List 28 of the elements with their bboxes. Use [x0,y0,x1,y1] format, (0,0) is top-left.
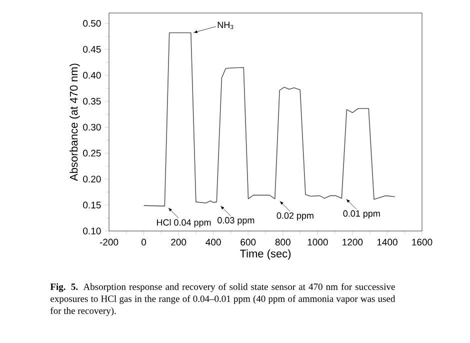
y-tick-label: 0.40 [83,72,101,79]
x-tick-label: 800 [275,238,290,246]
y-tick-label: 0.30 [83,124,101,131]
annotation: HCl 0.04 ppm [157,219,211,228]
y-tick-label: 0.45 [83,46,101,53]
y-tick-label: 0.35 [83,98,101,105]
x-tick-label: -200 [100,238,118,246]
x-tick-label: 1600 [412,238,432,246]
text: Fig. 5. Absorption response and recovery of solid state sensor at 470 nm for successive exposures to HCl gas in the range of 0.04–0.01 ppm (40 ppm of ammonia vapor was used for the recovery). [50,283,396,316]
annotation: 0.01 ppm [343,210,380,218]
y-tick-label: 0.20 [83,176,101,182]
x-tick-label: 200 [171,238,186,246]
y-tick-label: 0.50 [83,20,101,27]
annotation: 0.02 ppm [276,212,314,221]
x-tick-label: 1200 [342,238,363,246]
y-tick-label: 0.10 [83,228,101,234]
x-tick-label: 0 [142,238,146,246]
x-tick-label: 1400 [377,238,398,246]
y-axis-title: Absorbance (at 470 nm) [70,64,80,181]
x-tick-label: 600 [240,238,256,246]
annotation: 0.03 ppm [218,217,254,226]
y-tick-label: 0.15 [83,202,101,208]
y-tick-label: 0.25 [83,150,101,157]
x-axis-title: Time (sec) [240,249,291,260]
x-tick-label: 1000 [308,238,328,246]
line-series [143,32,396,206]
x-tick-label: 400 [206,238,221,246]
annotation: NH$_{3}$ [218,22,234,30]
